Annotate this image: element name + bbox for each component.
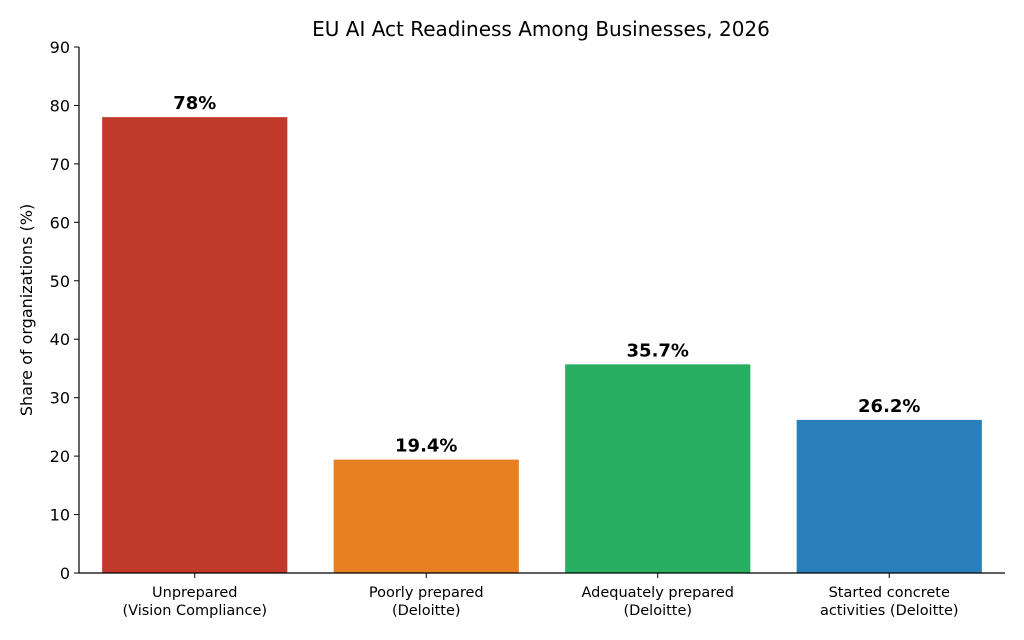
bar (796, 419, 982, 573)
bars-group (102, 117, 982, 573)
data-label: 35.7% (627, 340, 689, 361)
y-tick-label: 40 (50, 330, 70, 349)
chart-title: EU AI Act Readiness Among Businesses, 20… (312, 17, 770, 41)
x-tick-label: (Deloitte) (623, 603, 692, 619)
x-tick-label: Started concrete (829, 585, 950, 601)
x-tick-label: Adequately prepared (581, 585, 734, 601)
data-labels-group: 78% 19.4% 35.7% 26.2% (173, 93, 920, 456)
y-tick-label: 60 (50, 213, 70, 232)
x-tick-label: (Vision Compliance) (122, 603, 267, 619)
y-tick-label: 0 (60, 564, 70, 583)
y-tick-label: 80 (50, 96, 70, 115)
data-label: 78% (173, 93, 216, 114)
y-tick-label: 70 (50, 155, 70, 174)
bar (102, 117, 288, 573)
y-tick-label: 20 (50, 447, 70, 466)
x-axis-ticks: Unprepared (Vision Compliance) Poorly prep… (122, 573, 959, 619)
y-tick-label: 50 (50, 272, 70, 291)
x-tick-label: Poorly prepared (369, 585, 484, 601)
x-tick-label: Unprepared (152, 585, 237, 601)
x-tick-label: activities (Deloitte) (820, 603, 959, 619)
bar (565, 364, 751, 573)
bar (333, 459, 519, 573)
y-tick-label: 10 (50, 506, 70, 525)
y-axis-label: Share of organizations (%) (17, 204, 36, 416)
x-tick-label: (Deloitte) (392, 603, 461, 619)
data-label: 26.2% (858, 396, 920, 417)
data-label: 19.4% (395, 436, 457, 457)
y-tick-label: 90 (50, 38, 70, 57)
y-tick-label: 30 (50, 389, 70, 408)
y-axis-ticks: 0 10 20 30 40 50 60 70 80 90 (50, 38, 79, 583)
